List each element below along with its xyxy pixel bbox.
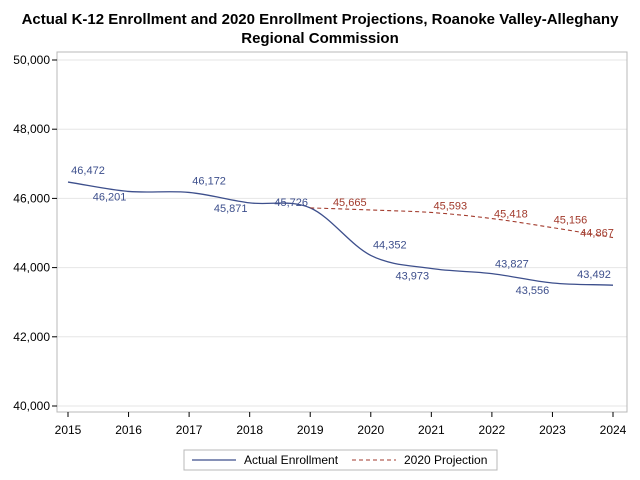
x-tick-label: 2020 <box>357 423 384 437</box>
data-label: 45,871 <box>214 203 248 215</box>
y-tick-label: 42,000 <box>13 330 50 344</box>
x-tick-label: 2017 <box>176 423 203 437</box>
data-label: 46,472 <box>71 165 105 177</box>
y-tick-label: 50,000 <box>13 53 50 67</box>
data-label: 45,726 <box>274 197 308 209</box>
data-label: 43,973 <box>396 271 430 283</box>
x-tick-label: 2023 <box>539 423 566 437</box>
data-label: 46,201 <box>93 191 127 203</box>
chart-title-line-1: Actual K-12 Enrollment and 2020 Enrollme… <box>22 11 619 28</box>
series-lines <box>67 181 614 286</box>
data-label: 44,867 <box>580 228 614 240</box>
legend: Actual Enrollment 2020 Projection <box>183 449 498 471</box>
legend-label-2020-projection: 2020 Projection <box>404 453 487 467</box>
legend-frame <box>183 449 498 471</box>
data-label: 43,827 <box>495 259 529 271</box>
data-label: 43,492 <box>577 269 611 281</box>
data-label: 44,352 <box>373 239 407 251</box>
series-line-actual-enrollment <box>67 181 614 286</box>
x-tick-label: 2019 <box>297 423 324 437</box>
data-label: 43,556 <box>516 285 550 297</box>
data-label: 45,156 <box>554 215 588 227</box>
data-label: 45,418 <box>494 209 528 221</box>
y-tick-label: 44,000 <box>13 261 50 275</box>
gridlines <box>57 59 627 407</box>
legend-label-actual-enrollment: Actual Enrollment <box>244 453 339 467</box>
data-label: 46,172 <box>192 175 226 187</box>
x-tick-label: 2018 <box>236 423 263 437</box>
series-line-2020-projection <box>310 207 614 239</box>
x-tick-label: 2022 <box>479 423 506 437</box>
y-tick-label: 46,000 <box>13 191 50 205</box>
chart-title-line-2: Regional Commission <box>241 30 399 47</box>
x-tick-label: 2016 <box>115 423 142 437</box>
y-tick-label: 48,000 <box>13 122 50 136</box>
data-label: 45,593 <box>434 200 468 212</box>
axes: 40,000 42,000 44,000 46,000 48,000 50,000 2015… <box>13 53 626 437</box>
x-tick-label: 2015 <box>55 423 82 437</box>
plot-area-frame <box>56 51 628 413</box>
x-tick-label: 2021 <box>418 423 445 437</box>
data-label: 45,665 <box>333 197 367 209</box>
y-tick-label: 40,000 <box>13 399 50 413</box>
x-tick-label: 2024 <box>600 423 627 437</box>
data-labels: 46,472 46,201 46,172 45,871 45,726 44,352 43,9… <box>71 165 614 297</box>
